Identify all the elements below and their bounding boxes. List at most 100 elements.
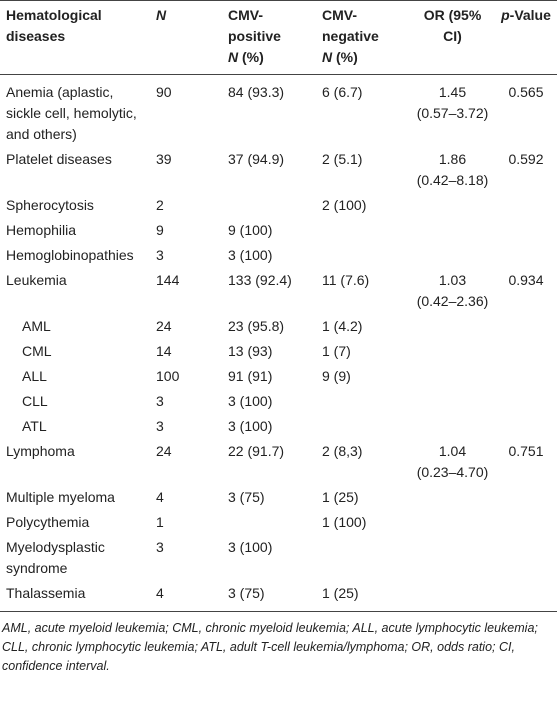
n-cell: 39 [156,151,172,167]
cmv-positive-cell: 84 (93.3) [222,75,316,148]
cmv-negative-cell: 2 (100) [316,193,410,218]
disease-name: Hemoglobinopathies [6,247,134,263]
n-cell: 4 [156,489,164,505]
cmv-positive-cell: 3 (100) [222,243,316,268]
header-row: Hematological diseases N CMV-positive N (%)… [0,0,557,75]
cmv-negative: 11 (7.6) [322,272,370,288]
table-row: CLL 3 3 (100) [0,389,557,414]
cmv-positive-cell: 9 (100) [222,218,316,243]
cmv-negative-cell: 1 (4.2) [316,314,410,339]
p-value: 0.592 [508,151,544,167]
n-cell: 24 [156,318,172,334]
cmv-negative: 1 (7) [322,343,351,359]
disease-name: AML [22,318,51,334]
cmv-negative-cell: 2 (5.1) [316,147,410,193]
p-value-cell [495,510,557,535]
cmv-positive: 3 (75) [228,489,265,505]
cmv-positive: 3 (100) [228,539,273,555]
or-cell [410,218,495,243]
p-value-cell [495,364,557,389]
cmv-negative-cell [316,535,410,581]
header-variable: N [322,49,333,65]
cmv-positive-cell [222,193,316,218]
cmv-positive-cell: 3 (100) [222,389,316,414]
table-row: ATL 3 3 (100) [0,414,557,439]
disease-name: Multiple myeloma [6,489,115,505]
cmv-negative-cell [316,389,410,414]
cmv-positive: 13 (93) [228,343,273,359]
n-cell: 100 [156,368,180,384]
cmv-negative-cell: 2 (8,3) [316,439,410,485]
header-label: -Value [509,7,551,23]
table-row: ALL 100 91 (91) 9 (9) [0,364,557,389]
cmv-negative: 2 (100) [322,197,367,213]
cmv-negative: 1 (25) [322,585,359,601]
p-value-cell [495,243,557,268]
cmv-negative-cell: 1 (7) [316,339,410,364]
disease-name: Leukemia [6,272,67,288]
cmv-negative: 2 (8,3) [322,443,363,459]
disease-name: ALL [22,368,47,384]
p-value-cell [495,414,557,439]
disease-name: Hemophilia [6,222,77,238]
n-cell: 14 [156,343,172,359]
header-variable: p [501,7,510,23]
cmv-positive: 133 (92.4) [228,272,292,288]
cmv-negative-cell: 6 (6.7) [316,75,410,148]
table-row: CML 14 13 (93) 1 (7) [0,339,557,364]
n-cell: 3 [156,393,164,409]
disease-name: Thalassemia [6,585,86,601]
header-label: Hematological diseases [6,7,102,44]
cmv-positive-cell: 3 (75) [222,485,316,510]
n-cell: 90 [156,84,172,100]
table-row: Platelet diseases 39 37 (94.9) 2 (5.1) 1.86 (… [0,147,557,193]
cmv-positive: 3 (100) [228,247,273,263]
or-cell [410,581,495,612]
table-row: Lymphoma 24 22 (91.7) 2 (8,3) 1.04 (0.23–4.70… [0,439,557,485]
disease-name: Anemia (aplastic, sickle cell, hemolytic… [6,84,137,142]
n-cell: 3 [156,539,164,555]
table-row: Anemia (aplastic, sickle cell, hemolytic… [0,75,557,148]
or-cell: 1.86 (0.42–8.18) [410,147,495,193]
or-cell [410,193,495,218]
cmv-positive-cell [222,510,316,535]
p-value-cell [495,535,557,581]
table-row: Leukemia 144 133 (92.4) 11 (7.6) 1.03 (0.42–2… [0,268,557,314]
cmv-negative: 1 (100) [322,514,367,530]
disease-name: Platelet diseases [6,151,112,167]
or-cell [410,510,495,535]
table-row: Multiple myeloma 4 3 (75) 1 (25) [0,485,557,510]
p-value-cell: 0.751 [495,439,557,485]
cmv-positive-cell: 3 (100) [222,414,316,439]
cmv-positive: 3 (100) [228,393,273,409]
disease-name: Spherocytosis [6,197,94,213]
table-row: Thalassemia 4 3 (75) 1 (25) [0,581,557,612]
cmv-negative-cell [316,414,410,439]
cmv-negative-cell: 1 (100) [316,510,410,535]
n-cell: 4 [156,585,164,601]
cmv-negative: 2 (5.1) [322,151,363,167]
cmv-negative: 9 (9) [322,368,351,384]
or-cell [410,314,495,339]
cmv-positive: 84 (93.3) [228,84,285,100]
cmv-negative-cell: 9 (9) [316,364,410,389]
p-value-cell [495,485,557,510]
n-cell: 144 [156,272,180,288]
or-cell [410,339,495,364]
table-body: Anemia (aplastic, sickle cell, hemolytic… [0,75,557,612]
cmv-positive: 22 (91.7) [228,443,285,459]
p-value-cell: 0.934 [495,268,557,314]
column-header: Hematological diseases [0,1,150,75]
n-cell: 24 [156,443,172,459]
data-table: Hematological diseases N CMV-positive N (%)… [0,0,557,612]
or-cell [410,535,495,581]
p-value-cell [495,218,557,243]
cmv-negative-cell: 11 (7.6) [316,268,410,314]
cmv-positive-cell: 23 (95.8) [222,314,316,339]
disease-name: Myelodysplastic syndrome [6,539,105,576]
table-row: Spherocytosis 2 2 (100) [0,193,557,218]
confidence-interval: (0.42–2.36) [416,293,489,309]
header-variable: N [156,7,167,23]
footnote: AML, acute myeloid leukemia; CML, chroni… [2,621,538,673]
